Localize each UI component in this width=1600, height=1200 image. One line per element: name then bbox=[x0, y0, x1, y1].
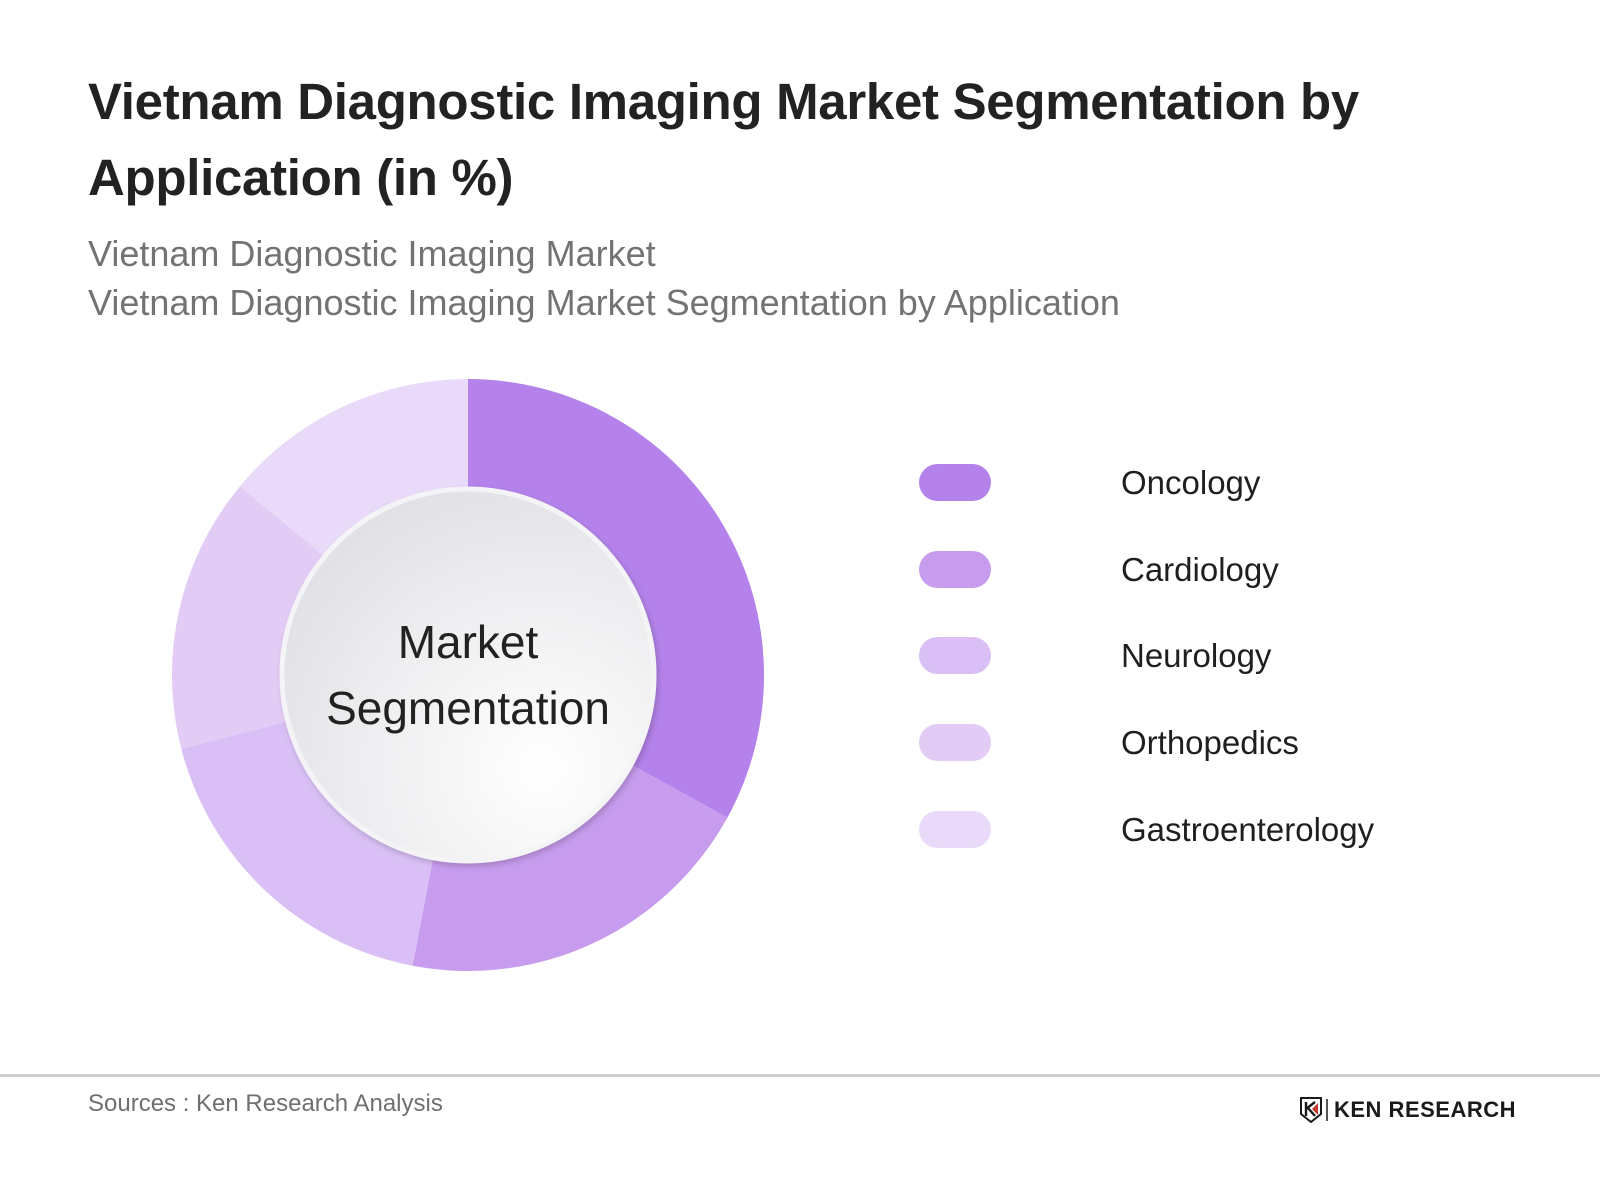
legend-swatch-gastroenterology bbox=[919, 810, 991, 848]
center-label-line1: Market bbox=[397, 616, 539, 668]
legend-item-cardiology: Cardiology bbox=[919, 550, 1374, 638]
legend-item-gastroenterology: Gastroenterology bbox=[919, 810, 1375, 898]
center-label-line2: Segmentation bbox=[326, 682, 610, 734]
donut-slice-orthopedics bbox=[172, 486, 328, 749]
legend-swatch-orthopedics bbox=[919, 724, 991, 762]
legend-swatch-neurology bbox=[919, 637, 991, 675]
footer-divider bbox=[0, 1074, 1600, 1077]
donut-chart: Market Segmentation bbox=[172, 379, 764, 971]
legend-item-oncology: Oncology bbox=[919, 464, 1374, 551]
legend-label: Cardiology bbox=[1121, 550, 1279, 588]
chart-legend: Oncology Cardiology Neurology Orthopedic… bbox=[919, 464, 1374, 897]
logo-separator bbox=[1326, 1099, 1328, 1121]
legend-item-neurology: Neurology bbox=[919, 637, 1374, 724]
source-note: Sources : Ken Research Analysis bbox=[88, 1090, 443, 1117]
chart-subtitle-market: Vietnam Diagnostic Imaging Market bbox=[88, 233, 656, 274]
legend-label: Gastroenterology bbox=[1121, 810, 1375, 848]
chart-subtitle-segmentation: Vietnam Diagnostic Imaging Market Segmen… bbox=[88, 282, 1120, 323]
legend-label: Oncology bbox=[1121, 464, 1261, 501]
legend-label: Neurology bbox=[1121, 637, 1272, 675]
chart-title: Vietnam Diagnostic Imaging Market Segmen… bbox=[88, 73, 1359, 206]
donut-slice-oncology bbox=[468, 379, 764, 818]
legend-label: Orthopedics bbox=[1121, 724, 1299, 762]
donut-chart-svg bbox=[172, 379, 764, 971]
ken-research-logo-icon bbox=[1300, 1097, 1322, 1123]
donut-center-label: Market Segmentation bbox=[172, 379, 764, 971]
legend-swatch-oncology bbox=[919, 464, 991, 501]
legend-item-orthopedics: Orthopedics bbox=[919, 724, 1374, 811]
donut-center-disc bbox=[279, 486, 657, 864]
ken-research-logo: KEN RESEARCH bbox=[1300, 1095, 1516, 1125]
logo-text: KEN RESEARCH bbox=[1334, 1097, 1517, 1122]
donut-slice-neurology bbox=[181, 720, 434, 966]
donut-slice-cardiology bbox=[412, 762, 728, 971]
donut-slice-gastroenterology bbox=[239, 379, 468, 559]
legend-swatch-cardiology bbox=[919, 550, 991, 588]
